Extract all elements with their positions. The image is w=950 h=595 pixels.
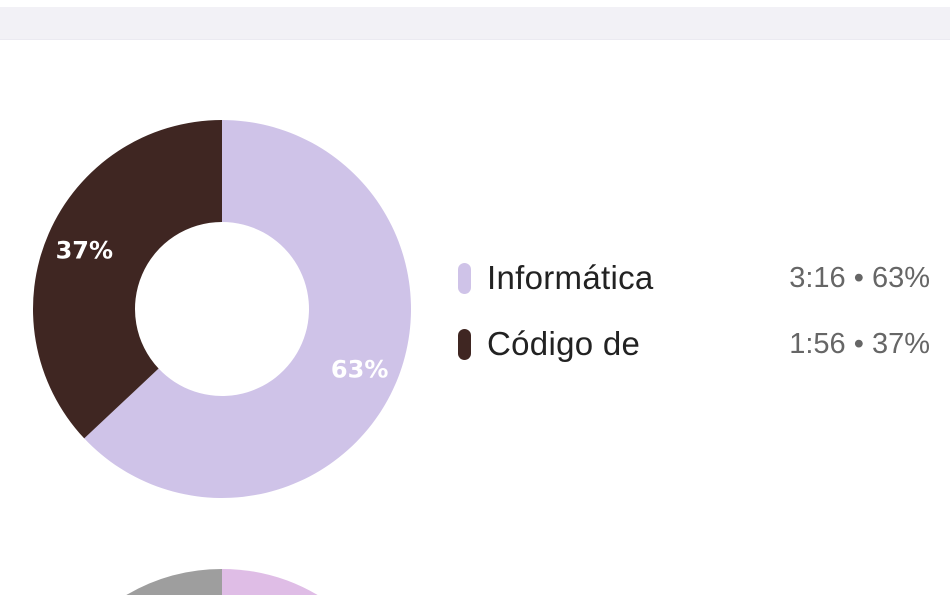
- legend-color-swatch: [458, 328, 471, 360]
- legend-label: Informática: [487, 259, 654, 296]
- legend-color-swatch: [458, 262, 471, 294]
- legend-value: 3:16 • 63%: [789, 261, 930, 294]
- legend-item-informatica[interactable]: Informática 3:16 • 63%: [458, 258, 930, 298]
- slice-percent-label: 37%: [56, 236, 113, 264]
- slice-percent-label: 63%: [331, 356, 388, 384]
- legend-label: Código de: [487, 325, 641, 362]
- chart-legend: Informática 3:16 • 63% Código de 1:56 • …: [458, 258, 930, 390]
- donut-slice-0[interactable]: [84, 120, 412, 498]
- top-bar: [0, 7, 950, 40]
- second-donut-slice-1[interactable]: [126, 569, 222, 595]
- legend-item-codigo-de[interactable]: Código de 1:56 • 37%: [458, 324, 930, 364]
- legend-value: 1:56 • 37%: [789, 327, 930, 360]
- second-donut-slice-0[interactable]: [222, 569, 318, 595]
- donut-slice-1[interactable]: [33, 120, 222, 439]
